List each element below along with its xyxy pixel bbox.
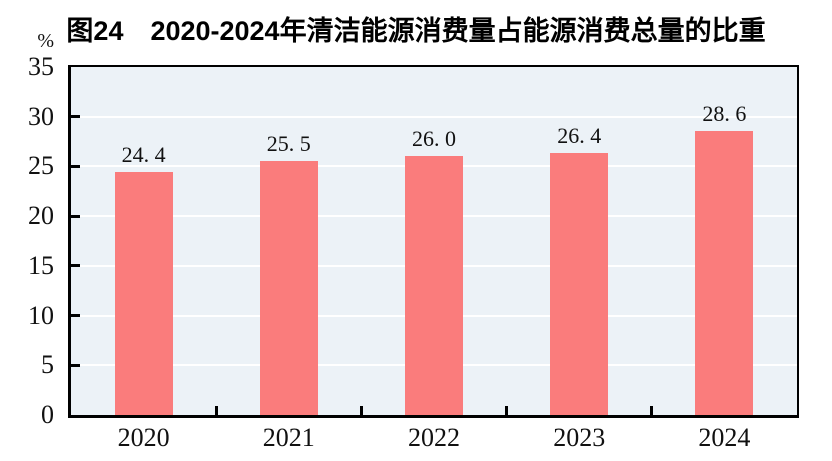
y-tick-30 — [71, 115, 80, 119]
y-axis-label-25: 25 — [28, 151, 54, 181]
chart-title: 图24 2020-2024年清洁能源消费量占能源消费总量的比重 — [66, 16, 766, 46]
y-axis-label-30: 30 — [28, 101, 54, 131]
bar-2023 — [550, 152, 609, 415]
y-axis-unit-label: % — [37, 30, 54, 52]
y-tick-25 — [71, 164, 80, 168]
x-tick-4 — [650, 406, 654, 415]
bar-value-label-2021: 25. 5 — [266, 131, 311, 157]
bar-value-label-2023: 26. 4 — [557, 122, 602, 148]
x-tick-3 — [505, 406, 509, 415]
x-axis-label-2020: 2020 — [117, 423, 170, 452]
bar-2022 — [405, 156, 463, 415]
x-axis-label-2023: 2023 — [553, 423, 606, 452]
y-tick-5 — [71, 363, 80, 367]
y-tick-15 — [71, 264, 80, 268]
y-axis-label-5: 5 — [41, 350, 54, 380]
x-axis-label-2022: 2022 — [408, 423, 460, 452]
y-axis-label-35: 35 — [28, 52, 54, 81]
bar-2021 — [259, 161, 318, 415]
x-tick-1 — [214, 406, 218, 415]
y-axis-label-0: 0 — [41, 400, 54, 429]
y-tick-10 — [71, 314, 80, 318]
bar-2024 — [695, 130, 754, 415]
bar-value-label-2020: 24. 4 — [121, 142, 166, 168]
y-tick-20 — [71, 214, 80, 218]
gridline-30 — [71, 115, 797, 118]
bar-value-label-2022: 26. 0 — [412, 126, 456, 152]
y-axis-label-15: 15 — [28, 250, 54, 280]
y-axis-label-20: 20 — [28, 201, 54, 231]
bar-value-label-2024: 28. 6 — [702, 100, 747, 126]
x-axis-label-2024: 2024 — [698, 423, 751, 452]
x-tick-2 — [359, 406, 363, 415]
bar-2020 — [114, 172, 173, 415]
x-axis-label-2021: 2021 — [262, 423, 315, 452]
y-axis-label-10: 10 — [28, 300, 54, 330]
